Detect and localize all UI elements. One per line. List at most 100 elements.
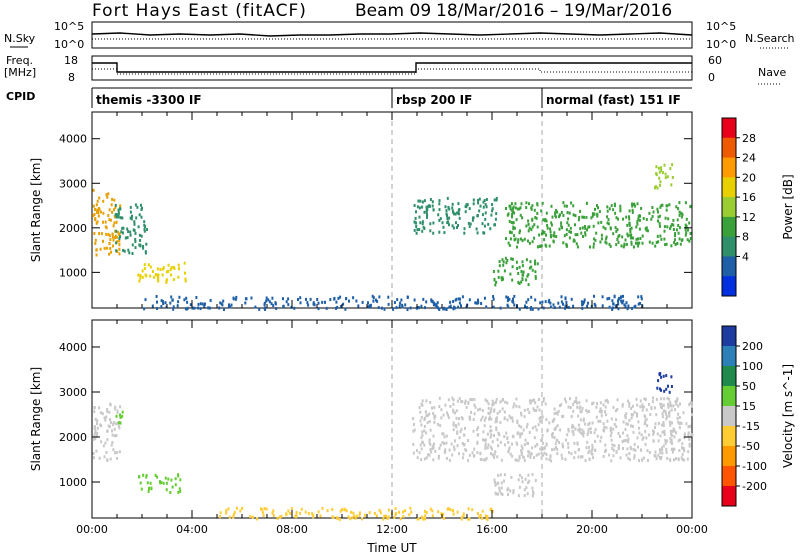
data-cell — [523, 237, 526, 241]
data-cell — [611, 443, 614, 447]
data-cell — [450, 442, 453, 446]
data-cell — [523, 415, 526, 419]
data-cell — [452, 307, 455, 311]
data-cell — [617, 432, 620, 435]
data-cell — [357, 304, 360, 308]
data-cell — [209, 299, 212, 302]
data-cell — [164, 301, 167, 305]
data-region — [92, 402, 122, 462]
data-cell — [486, 446, 489, 450]
data-cell — [623, 242, 626, 246]
data-cell — [484, 442, 487, 446]
data-cell — [417, 306, 420, 309]
data-cell — [235, 295, 238, 299]
data-cell — [536, 443, 539, 447]
data-cell — [93, 410, 96, 414]
data-cell — [606, 297, 609, 301]
data-cell — [622, 420, 625, 424]
data-cell — [683, 434, 686, 437]
cpid-segment-label: themis -3300 IF — [96, 93, 202, 107]
colorbar-tick-label: 20 — [742, 171, 756, 184]
data-cell — [471, 508, 474, 512]
data-cell — [139, 481, 142, 485]
data-cell — [568, 230, 571, 233]
data-cell — [138, 279, 141, 283]
data-cell — [93, 434, 96, 438]
data-cell — [139, 274, 142, 277]
data-cell — [680, 456, 683, 460]
data-cell — [665, 242, 668, 246]
data-cell — [420, 436, 423, 440]
data-cell — [663, 430, 666, 433]
data-cell — [233, 510, 236, 514]
data-cell — [663, 433, 666, 436]
data-cell — [456, 444, 459, 448]
data-cell — [544, 402, 547, 406]
data-cell — [628, 217, 631, 221]
data-cell — [518, 207, 521, 211]
data-cell — [539, 447, 542, 451]
data-cell — [114, 203, 117, 207]
data-cell — [536, 203, 539, 207]
data-cell — [542, 306, 545, 310]
data-cell — [108, 234, 111, 238]
data-cell — [646, 459, 649, 462]
data-cell — [445, 456, 448, 460]
data-cell — [511, 442, 513, 446]
data-cell — [114, 234, 117, 238]
data-cell — [646, 424, 649, 428]
data-cell — [506, 418, 509, 422]
data-cell — [657, 439, 660, 443]
data-cell — [641, 241, 644, 245]
data-cell — [671, 421, 673, 425]
data-cell — [165, 488, 168, 492]
data-cell — [681, 213, 684, 217]
data-cell — [616, 228, 619, 232]
data-cell — [639, 405, 642, 409]
data-cell — [98, 232, 101, 236]
data-cell — [421, 403, 424, 407]
data-cell — [481, 213, 484, 217]
data-cell — [536, 405, 539, 409]
data-cell — [267, 298, 270, 302]
data-cell — [467, 517, 470, 521]
data-cell — [367, 301, 369, 305]
data-cell — [496, 482, 499, 486]
data-cell — [144, 273, 147, 277]
data-cell — [569, 406, 572, 409]
data-cell — [232, 515, 235, 519]
data-cell — [597, 206, 599, 210]
data-cell — [664, 216, 667, 220]
data-cell — [653, 406, 656, 410]
data-cell — [489, 410, 492, 413]
data-cell — [678, 449, 681, 452]
data-cell — [531, 486, 534, 490]
data-cell — [265, 299, 268, 303]
data-cell — [519, 206, 522, 210]
data-cell — [451, 202, 454, 206]
data-cell — [600, 414, 603, 418]
data-cell — [642, 217, 645, 220]
data-cell — [512, 489, 515, 492]
data-cell — [424, 306, 426, 310]
data-cell — [531, 268, 534, 272]
data-cell — [600, 409, 603, 413]
data-cell — [438, 405, 441, 409]
data-cell — [469, 222, 472, 226]
data-cell — [469, 417, 472, 421]
data-cell — [477, 433, 480, 437]
data-cell — [568, 236, 571, 240]
data-cell — [533, 408, 536, 412]
data-cell — [659, 372, 662, 375]
data-cell — [490, 452, 492, 456]
data-cell — [432, 444, 435, 448]
data-cell — [572, 402, 575, 406]
cpid-segment-label: normal (fast) 151 IF — [546, 93, 681, 107]
data-cell — [484, 447, 487, 451]
data-cell — [393, 301, 396, 304]
data-cell — [615, 243, 618, 247]
data-cell — [331, 515, 334, 519]
data-cell — [471, 451, 474, 455]
data-cell — [177, 474, 180, 478]
